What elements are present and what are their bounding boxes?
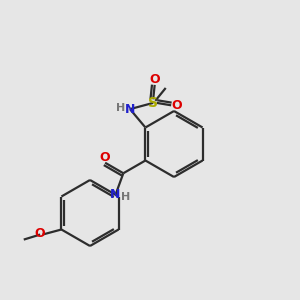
Text: O: O [149, 73, 160, 86]
Text: O: O [100, 151, 110, 164]
Text: N: N [110, 188, 121, 201]
Text: O: O [171, 99, 182, 112]
Text: N: N [125, 103, 135, 116]
Text: H: H [116, 103, 125, 112]
Text: S: S [148, 96, 158, 110]
Text: H: H [121, 192, 130, 203]
Text: O: O [35, 227, 46, 240]
